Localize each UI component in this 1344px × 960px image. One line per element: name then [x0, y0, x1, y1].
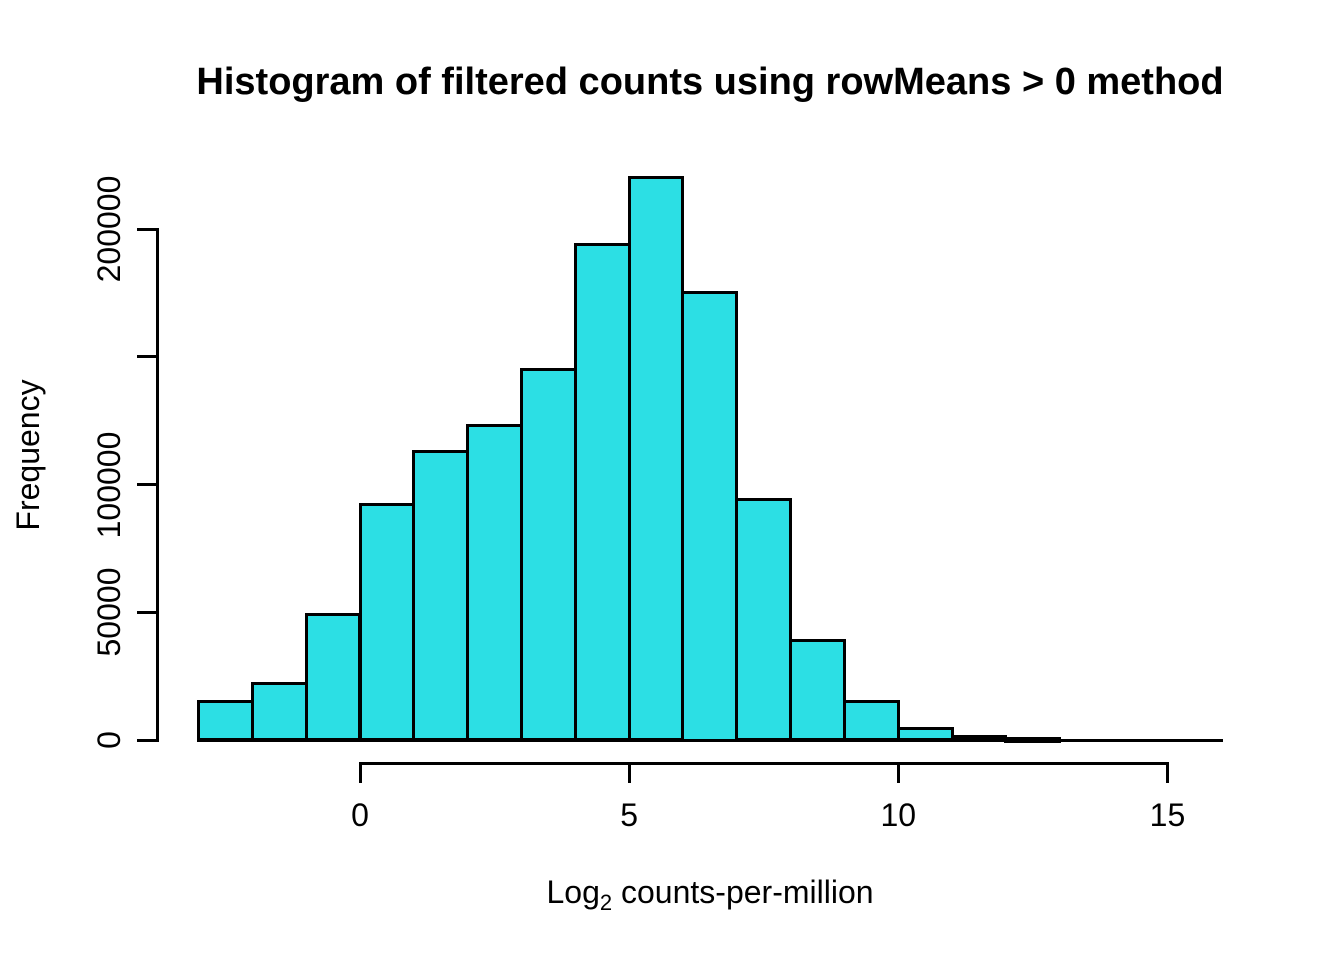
histogram-bar: [358, 503, 416, 742]
x-axis-tick: [896, 763, 900, 783]
y-axis-tick: [137, 227, 157, 231]
x-axis-tick-label: 15: [1149, 797, 1186, 833]
histogram-bar: [681, 291, 739, 742]
x-axis-tick: [1165, 763, 1169, 783]
x-axis-tick-label: 5: [620, 797, 639, 833]
histogram-bar: [519, 368, 577, 742]
y-axis-tick: [137, 355, 157, 359]
histogram-bar: [896, 726, 954, 742]
x-axis-title: Log2 counts-per-million: [76, 872, 1344, 916]
histogram-bar: [197, 700, 254, 742]
x-axis-tick-label: 10: [880, 797, 917, 833]
histogram-bar: [842, 700, 900, 742]
histogram-bar: [250, 682, 308, 742]
histogram-bar: [1004, 737, 1062, 744]
y-axis-tick: [137, 738, 157, 742]
x-axis-title-rest: counts-per-million: [612, 874, 874, 910]
x-axis-tick: [358, 763, 362, 783]
x-axis-title-subscript: 2: [599, 890, 613, 915]
y-axis-tick: [137, 610, 157, 614]
y-axis-tick-label: 200000: [91, 175, 127, 283]
histogram-bar: [627, 176, 685, 742]
y-axis-title: Frequency: [10, 379, 46, 531]
x-axis-tick: [627, 763, 631, 783]
y-axis-tick-label: 100000: [91, 431, 127, 538]
y-axis-tick: [137, 483, 157, 486]
histogram-bar: [789, 638, 846, 742]
histogram-bar: [304, 613, 362, 742]
x-axis-tick-label: 0: [351, 797, 369, 833]
histogram-bar: [573, 242, 631, 742]
y-axis-line: [155, 227, 159, 742]
x-axis-title-main: Log: [546, 874, 600, 910]
y-axis-tick-label: 0: [91, 731, 127, 749]
histogram-bar: [950, 735, 1008, 742]
histogram-bar: [735, 498, 793, 742]
histogram-bar: [412, 449, 470, 742]
x-axis-line: [358, 761, 1169, 765]
y-axis-tick-label: 50000: [91, 567, 127, 657]
chart-title: Histogram of filtered counts using rowMe…: [196, 61, 1224, 103]
histogram-bar: [466, 424, 523, 742]
